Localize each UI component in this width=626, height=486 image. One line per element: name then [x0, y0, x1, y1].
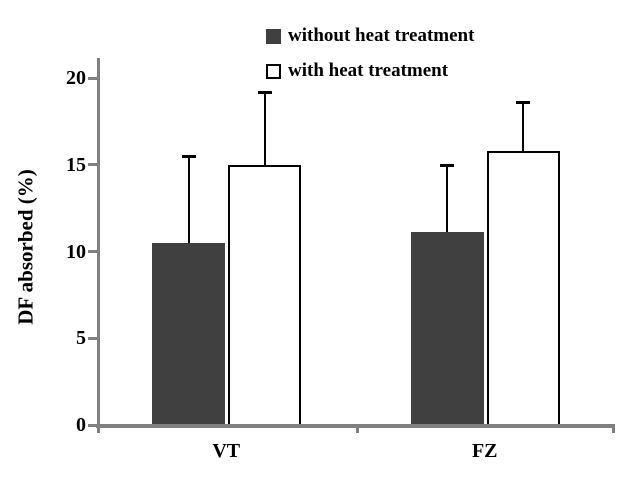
x-tick [355, 427, 359, 433]
y-tick [88, 76, 97, 80]
x-tick-label: FZ [471, 440, 498, 462]
chart-legend: without heat treatment with heat treatme… [266, 24, 474, 94]
bar-VT-without-heat-treatment [152, 242, 226, 424]
legend-item-with-heat-treatment: with heat treatment [266, 59, 474, 83]
y-tick [88, 423, 97, 427]
y-tick-label: 5 [76, 327, 86, 350]
bar-FZ-without-heat-treatment [410, 232, 484, 424]
error-bar-line [446, 164, 449, 233]
y-tick [88, 250, 97, 253]
y-tick-label: 0 [76, 414, 86, 436]
y-axis-line [97, 58, 100, 428]
y-tick [88, 163, 97, 167]
error-bar-cap [257, 90, 272, 94]
x-tick-label: VT [212, 440, 241, 462]
x-axis-line [96, 424, 615, 428]
bar-FZ-with-heat-treatment [486, 150, 560, 424]
error-bar-line [187, 156, 190, 243]
y-axis-title: DF absorbed (%) [13, 169, 38, 325]
y-tick-label: 20 [66, 67, 86, 89]
error-bar-line [522, 102, 525, 151]
error-bar-cap [516, 101, 531, 105]
filled-square-icon [266, 28, 281, 44]
open-square-icon [266, 63, 281, 79]
legend-label: without heat treatment [288, 25, 475, 46]
y-tick [88, 336, 97, 340]
x-tick [612, 427, 615, 433]
y-tick-label: 15 [66, 153, 86, 176]
y-tick-label: 10 [66, 240, 86, 263]
legend-label: with heat treatment [288, 60, 449, 81]
error-bar-cap [440, 163, 455, 167]
error-bar-cap [181, 155, 196, 159]
bar-VT-with-heat-treatment [228, 164, 302, 424]
legend-item-without-heat-treatment: without heat treatment [266, 24, 474, 48]
x-tick [97, 427, 100, 433]
error-bar-line [263, 91, 266, 165]
